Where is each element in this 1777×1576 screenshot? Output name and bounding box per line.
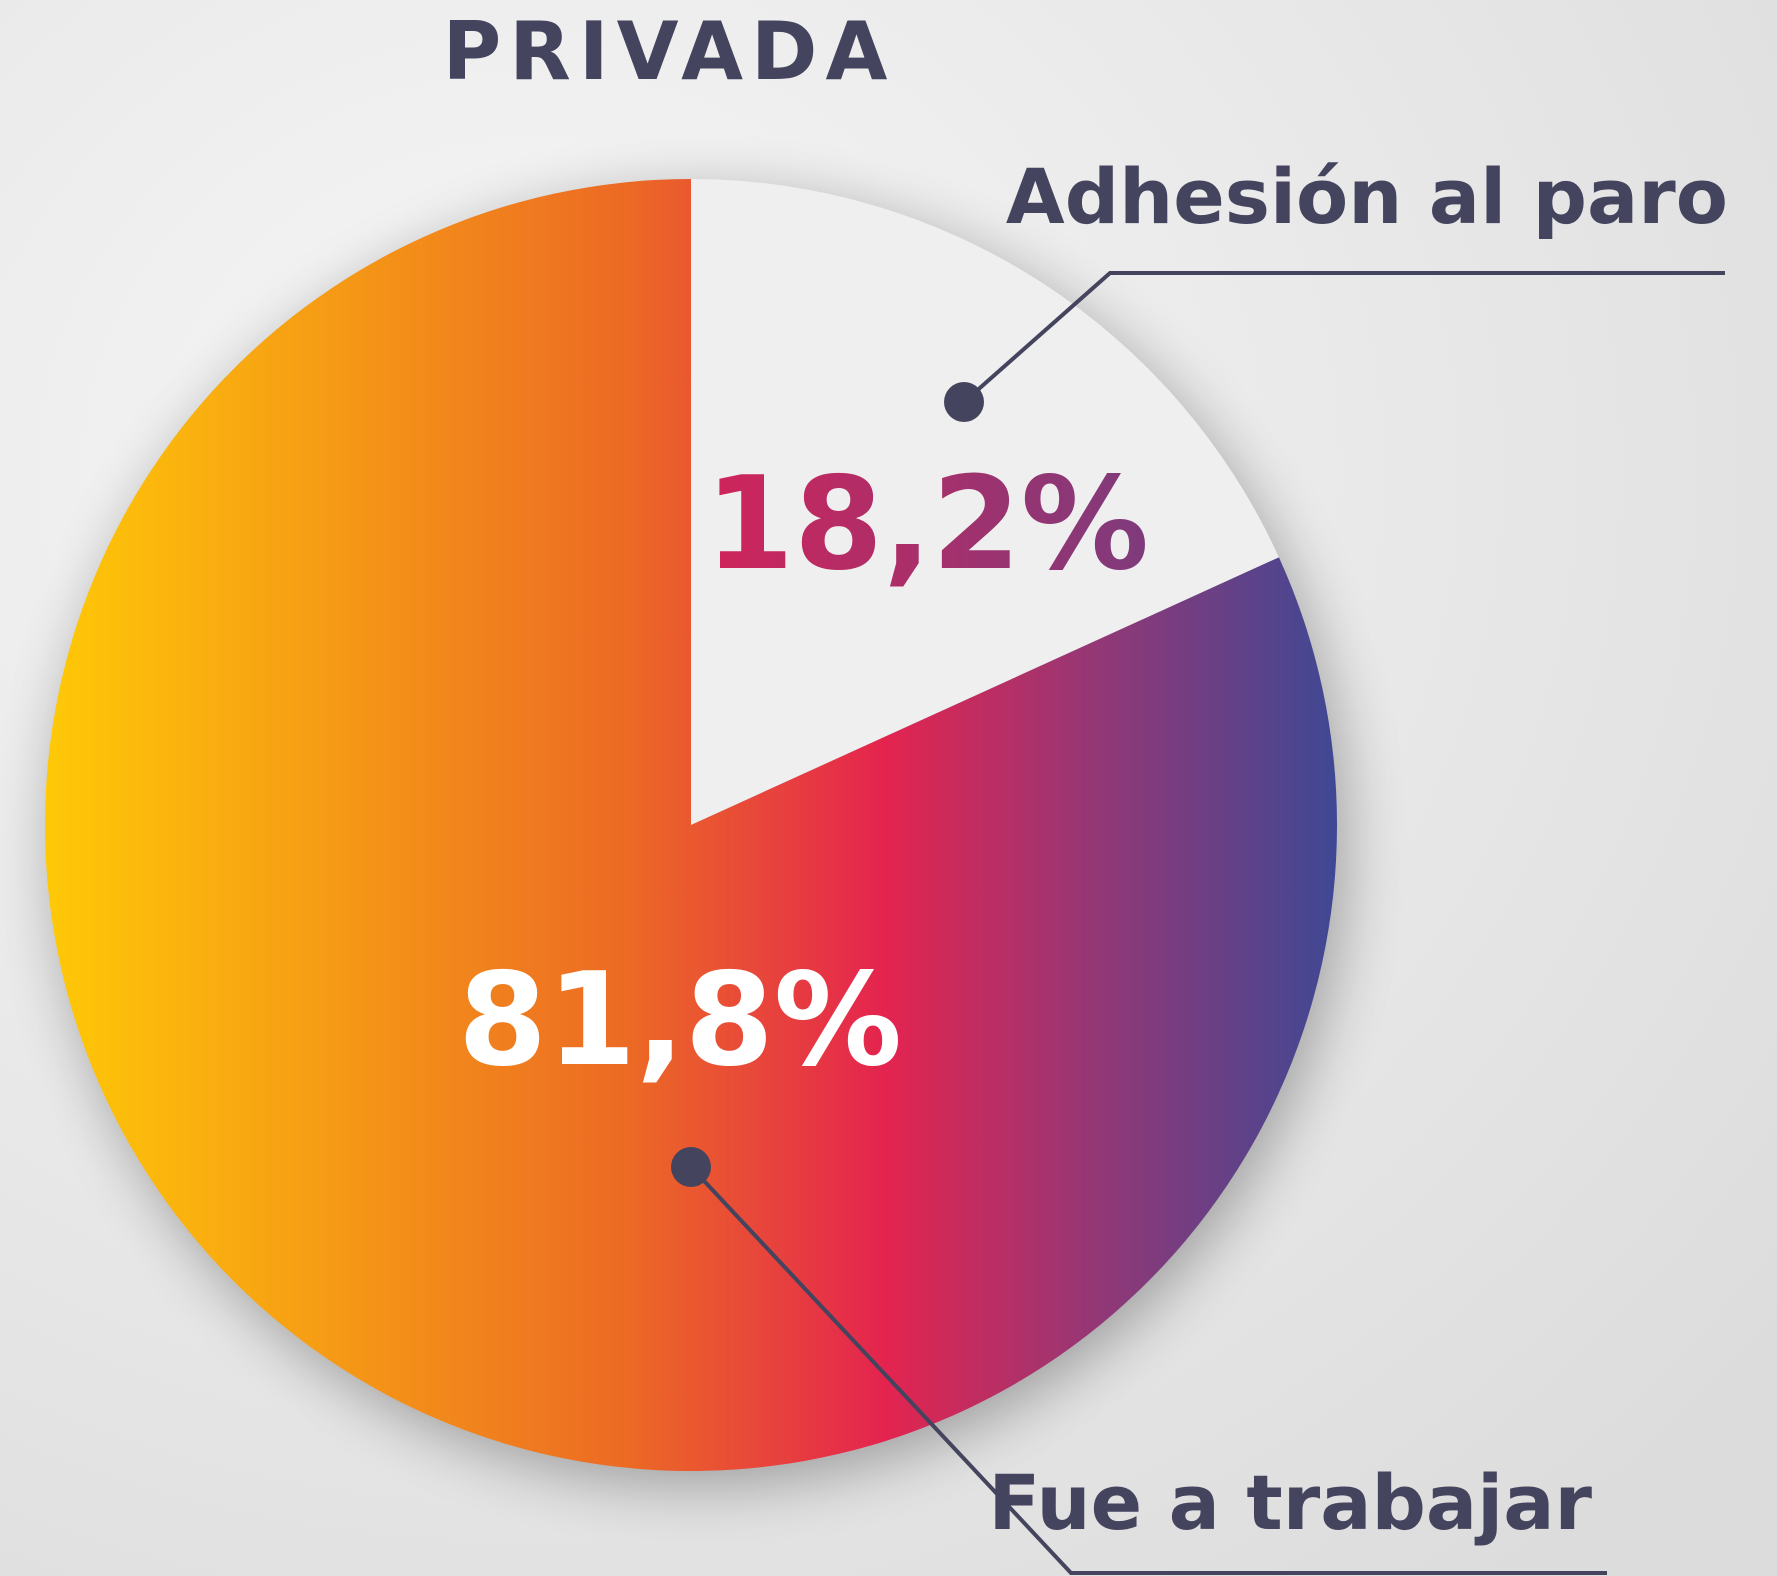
category-label: Fue a trabajar	[988, 1458, 1592, 1547]
value-label: 81,8%	[458, 946, 902, 1095]
pie-slice	[691, 179, 1279, 825]
category-label: Adhesión al paro	[1006, 152, 1728, 241]
value-label: 18,2%	[705, 450, 1149, 599]
chart-title: PRIVADA	[443, 5, 896, 98]
pie-slice	[45, 179, 1338, 1472]
leader-dot	[671, 1147, 711, 1187]
leader-line	[962, 271, 1725, 404]
leader-dot	[944, 382, 984, 422]
leader-line	[689, 1165, 1607, 1575]
